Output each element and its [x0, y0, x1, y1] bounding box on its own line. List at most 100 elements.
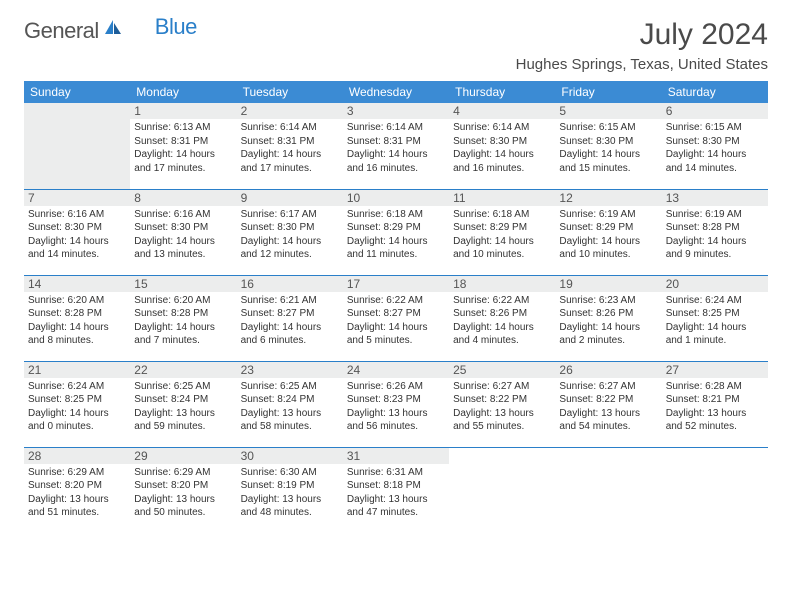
calendar-week-row: 21Sunrise: 6:24 AMSunset: 8:25 PMDayligh…: [24, 361, 768, 447]
day-number: 8: [130, 190, 236, 206]
calendar-day-cell: [24, 103, 130, 189]
daylight-text: Daylight: 13 hours and 47 minutes.: [347, 493, 445, 520]
calendar-day-cell: 24Sunrise: 6:26 AMSunset: 8:23 PMDayligh…: [343, 361, 449, 447]
day-number: 2: [237, 103, 343, 119]
sunset-text: Sunset: 8:28 PM: [134, 307, 232, 321]
daylight-text: Daylight: 14 hours and 11 minutes.: [347, 235, 445, 262]
logo: General Blue: [24, 18, 197, 44]
daylight-text: Daylight: 14 hours and 13 minutes.: [134, 235, 232, 262]
daylight-text: Daylight: 13 hours and 55 minutes.: [453, 407, 551, 434]
sunset-text: Sunset: 8:29 PM: [559, 221, 657, 235]
sunrise-text: Sunrise: 6:20 AM: [28, 294, 126, 308]
day-number: 31: [343, 448, 449, 464]
sunrise-text: Sunrise: 6:30 AM: [241, 466, 339, 480]
calendar-day-cell: 30Sunrise: 6:30 AMSunset: 8:19 PMDayligh…: [237, 447, 343, 533]
sunset-text: Sunset: 8:30 PM: [666, 135, 764, 149]
day-number: 16: [237, 276, 343, 292]
sunset-text: Sunset: 8:25 PM: [28, 393, 126, 407]
sunset-text: Sunset: 8:26 PM: [453, 307, 551, 321]
calendar-day-cell: [449, 447, 555, 533]
sunrise-text: Sunrise: 6:22 AM: [453, 294, 551, 308]
daylight-text: Daylight: 14 hours and 10 minutes.: [453, 235, 551, 262]
calendar-week-row: 14Sunrise: 6:20 AMSunset: 8:28 PMDayligh…: [24, 275, 768, 361]
location-text: Hughes Springs, Texas, United States: [516, 56, 768, 73]
day-number: 11: [449, 190, 555, 206]
sunset-text: Sunset: 8:27 PM: [241, 307, 339, 321]
sunrise-text: Sunrise: 6:13 AM: [134, 121, 232, 135]
sunset-text: Sunset: 8:28 PM: [28, 307, 126, 321]
daylight-text: Daylight: 14 hours and 12 minutes.: [241, 235, 339, 262]
calendar-day-cell: 8 Sunrise: 6:16 AMSunset: 8:30 PMDaylight…: [130, 189, 236, 275]
title-block: July 2024 Hughes Springs, Texas, United …: [516, 18, 768, 73]
sunrise-text: Sunrise: 6:15 AM: [666, 121, 764, 135]
daylight-text: Daylight: 14 hours and 5 minutes.: [347, 321, 445, 348]
sunrise-text: Sunrise: 6:18 AM: [453, 208, 551, 222]
weekday-header: Wednesday: [343, 81, 449, 103]
sunset-text: Sunset: 8:27 PM: [347, 307, 445, 321]
daylight-text: Daylight: 14 hours and 8 minutes.: [28, 321, 126, 348]
sunrise-text: Sunrise: 6:31 AM: [347, 466, 445, 480]
daylight-text: Daylight: 14 hours and 17 minutes.: [134, 148, 232, 175]
sunrise-text: Sunrise: 6:19 AM: [666, 208, 764, 222]
sunset-text: Sunset: 8:20 PM: [28, 479, 126, 493]
daylight-text: Daylight: 14 hours and 14 minutes.: [28, 235, 126, 262]
calendar-day-cell: 6Sunrise: 6:15 AMSunset: 8:30 PMDaylight…: [662, 103, 768, 189]
calendar-day-cell: 22Sunrise: 6:25 AMSunset: 8:24 PMDayligh…: [130, 361, 236, 447]
daylight-text: Daylight: 14 hours and 10 minutes.: [559, 235, 657, 262]
day-number: 18: [449, 276, 555, 292]
calendar-week-row: 7Sunrise: 6:16 AMSunset: 8:30 PMDaylight…: [24, 189, 768, 275]
sunset-text: Sunset: 8:31 PM: [241, 135, 339, 149]
logo-text-2: Blue: [155, 14, 197, 40]
day-number: 22: [130, 362, 236, 378]
calendar-day-cell: 16 Sunrise: 6:21 AMSunset: 8:27 PMDayligh…: [237, 275, 343, 361]
calendar-day-cell: [662, 447, 768, 533]
sunrise-text: Sunrise: 6:16 AM: [134, 208, 232, 222]
day-number: 12: [555, 190, 661, 206]
daylight-text: Daylight: 14 hours and 2 minutes.: [559, 321, 657, 348]
sunset-text: Sunset: 8:30 PM: [134, 221, 232, 235]
sunrise-text: Sunrise: 6:22 AM: [347, 294, 445, 308]
day-number: 15: [130, 276, 236, 292]
day-number: 9: [237, 190, 343, 206]
calendar-day-cell: 12Sunrise: 6:19 AMSunset: 8:29 PMDayligh…: [555, 189, 661, 275]
daylight-text: Daylight: 13 hours and 54 minutes.: [559, 407, 657, 434]
sunrise-text: Sunrise: 6:21 AM: [241, 294, 339, 308]
sunset-text: Sunset: 8:25 PM: [666, 307, 764, 321]
calendar-day-cell: 5Sunrise: 6:15 AMSunset: 8:30 PMDaylight…: [555, 103, 661, 189]
calendar-day-cell: 29Sunrise: 6:29 AMSunset: 8:20 PMDayligh…: [130, 447, 236, 533]
sunset-text: Sunset: 8:22 PM: [559, 393, 657, 407]
calendar-day-cell: 9Sunrise: 6:17 AMSunset: 8:30 PMDaylight…: [237, 189, 343, 275]
calendar-day-cell: 19Sunrise: 6:23 AMSunset: 8:26 PMDayligh…: [555, 275, 661, 361]
daylight-text: Daylight: 14 hours and 6 minutes.: [241, 321, 339, 348]
sunset-text: Sunset: 8:24 PM: [241, 393, 339, 407]
sunrise-text: Sunrise: 6:14 AM: [347, 121, 445, 135]
sunrise-text: Sunrise: 6:24 AM: [666, 294, 764, 308]
calendar-body: 1Sunrise: 6:13 AMSunset: 8:31 PMDaylight…: [24, 103, 768, 533]
calendar-day-cell: 15Sunrise: 6:20 AMSunset: 8:28 PMDayligh…: [130, 275, 236, 361]
calendar-day-cell: 17Sunrise: 6:22 AMSunset: 8:27 PMDayligh…: [343, 275, 449, 361]
calendar-head: SundayMondayTuesdayWednesdayThursdayFrid…: [24, 81, 768, 103]
daylight-text: Daylight: 13 hours and 56 minutes.: [347, 407, 445, 434]
calendar-day-cell: 3Sunrise: 6:14 AMSunset: 8:31 PMDaylight…: [343, 103, 449, 189]
day-number: 27: [662, 362, 768, 378]
sunset-text: Sunset: 8:30 PM: [559, 135, 657, 149]
daylight-text: Daylight: 14 hours and 9 minutes.: [666, 235, 764, 262]
daylight-text: Daylight: 13 hours and 51 minutes.: [28, 493, 126, 520]
sunrise-text: Sunrise: 6:28 AM: [666, 380, 764, 394]
calendar-week-row: 1Sunrise: 6:13 AMSunset: 8:31 PMDaylight…: [24, 103, 768, 189]
sunrise-text: Sunrise: 6:23 AM: [559, 294, 657, 308]
daylight-text: Daylight: 14 hours and 16 minutes.: [347, 148, 445, 175]
sunrise-text: Sunrise: 6:17 AM: [241, 208, 339, 222]
calendar-page: General Blue July 2024 Hughes Springs, T…: [0, 0, 792, 551]
sunrise-text: Sunrise: 6:25 AM: [134, 380, 232, 394]
day-number: 6: [662, 103, 768, 119]
sunrise-text: Sunrise: 6:27 AM: [453, 380, 551, 394]
sunrise-text: Sunrise: 6:14 AM: [453, 121, 551, 135]
daylight-text: Daylight: 14 hours and 1 minute.: [666, 321, 764, 348]
calendar-day-cell: [555, 447, 661, 533]
sunset-text: Sunset: 8:24 PM: [134, 393, 232, 407]
day-number: 30: [237, 448, 343, 464]
sunset-text: Sunset: 8:20 PM: [134, 479, 232, 493]
calendar-day-cell: 14 Sunrise: 6:20 AMSunset: 8:28 PMDayligh…: [24, 275, 130, 361]
day-number: 14: [24, 276, 130, 292]
